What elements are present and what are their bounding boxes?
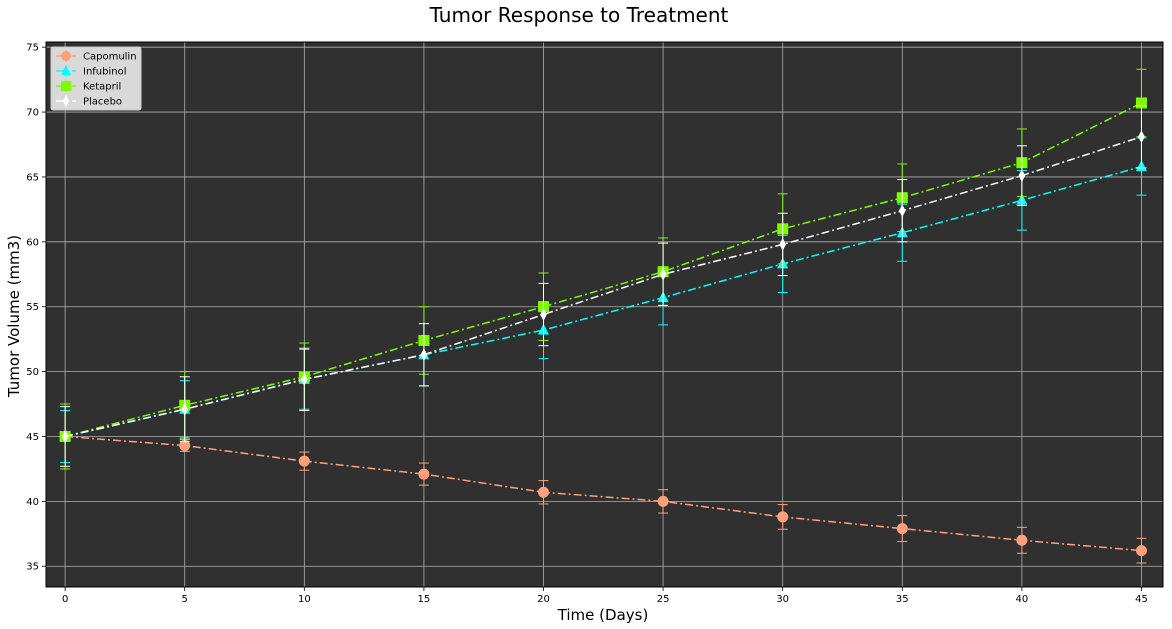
- x-tick-label: 40: [1016, 594, 1029, 605]
- data-point: [1138, 130, 1145, 144]
- y-tick-label: 35: [26, 562, 39, 573]
- y-tick-label: 75: [26, 43, 39, 54]
- y-tick-label: 45: [26, 432, 39, 443]
- data-point: [181, 402, 189, 416]
- data-point: [657, 495, 669, 507]
- x-tick-label: 25: [657, 594, 670, 605]
- y-tick-label: 40: [26, 497, 39, 508]
- y-tick-label: 50: [26, 367, 39, 378]
- series-line: [64, 165, 1142, 438]
- x-axis-title: Time (Days): [557, 606, 649, 624]
- x-tick-label: 10: [298, 594, 311, 605]
- x-tick-label: 15: [418, 594, 431, 605]
- plot-area: [46, 42, 1163, 587]
- legend: Capomulin Infubinol Ketapril Placebo: [50, 46, 142, 111]
- legend-label: Capomulin: [83, 52, 137, 63]
- series-group: [59, 68, 1147, 564]
- x-tick-label: 45: [1135, 594, 1148, 605]
- data-point: [659, 267, 667, 281]
- data-point: [420, 348, 428, 362]
- legend-box: [50, 46, 142, 111]
- y-tick-label: 60: [26, 237, 39, 248]
- series-line: [64, 102, 1142, 438]
- data-point: [63, 95, 69, 107]
- plot-frame: [45, 41, 1164, 588]
- grid: [46, 42, 1163, 587]
- y-axis-ticks: 35 40 45 50 55 60 65 70 75: [26, 43, 46, 573]
- legend-item-capomulin: Capomulin: [56, 50, 137, 63]
- chart-title: Tumor Response to Treatment: [429, 3, 729, 27]
- x-tick-label: 20: [537, 594, 550, 605]
- legend-item-ketapril: Ketapril: [56, 80, 121, 93]
- x-axis-ticks: 0 5 10 15 20 25 30 35 40 45: [62, 587, 1148, 605]
- data-point: [298, 455, 310, 467]
- data-point: [540, 308, 547, 321]
- data-point: [179, 440, 191, 452]
- data-point: [538, 486, 550, 498]
- legend-label: Placebo: [83, 97, 122, 108]
- data-point: [301, 372, 308, 386]
- x-tick-label: 5: [182, 594, 188, 605]
- data-point: [1135, 97, 1147, 109]
- legend-item-placebo: Placebo: [56, 95, 122, 108]
- legend-label: Infubinol: [83, 67, 127, 78]
- x-tick-label: 0: [62, 594, 68, 605]
- data-point: [1018, 169, 1026, 183]
- data-point: [61, 51, 71, 61]
- y-tick-label: 55: [26, 302, 39, 313]
- data-point: [61, 81, 71, 91]
- y-tick-label: 70: [26, 108, 39, 119]
- data-point: [61, 429, 69, 443]
- legend-label: Ketapril: [83, 82, 121, 93]
- x-tick-label: 35: [896, 594, 909, 605]
- data-point: [1135, 545, 1147, 557]
- x-tick-label: 30: [776, 594, 789, 605]
- data-point: [1016, 534, 1028, 546]
- series-capomulin: [59, 430, 1147, 564]
- data-point: [777, 511, 789, 523]
- data-point: [418, 468, 430, 480]
- data-point: [896, 523, 908, 535]
- data-point: [898, 204, 906, 218]
- series-line: [65, 435, 1142, 552]
- y-tick-label: 65: [26, 172, 39, 183]
- series-line: [64, 136, 1142, 438]
- data-point: [61, 65, 71, 75]
- legend-item-infubinol: Infubinol: [56, 65, 127, 78]
- y-axis-title: Tumor Volume (mm3): [5, 235, 23, 398]
- series-placebo: [60, 105, 1147, 467]
- data-point: [779, 237, 786, 251]
